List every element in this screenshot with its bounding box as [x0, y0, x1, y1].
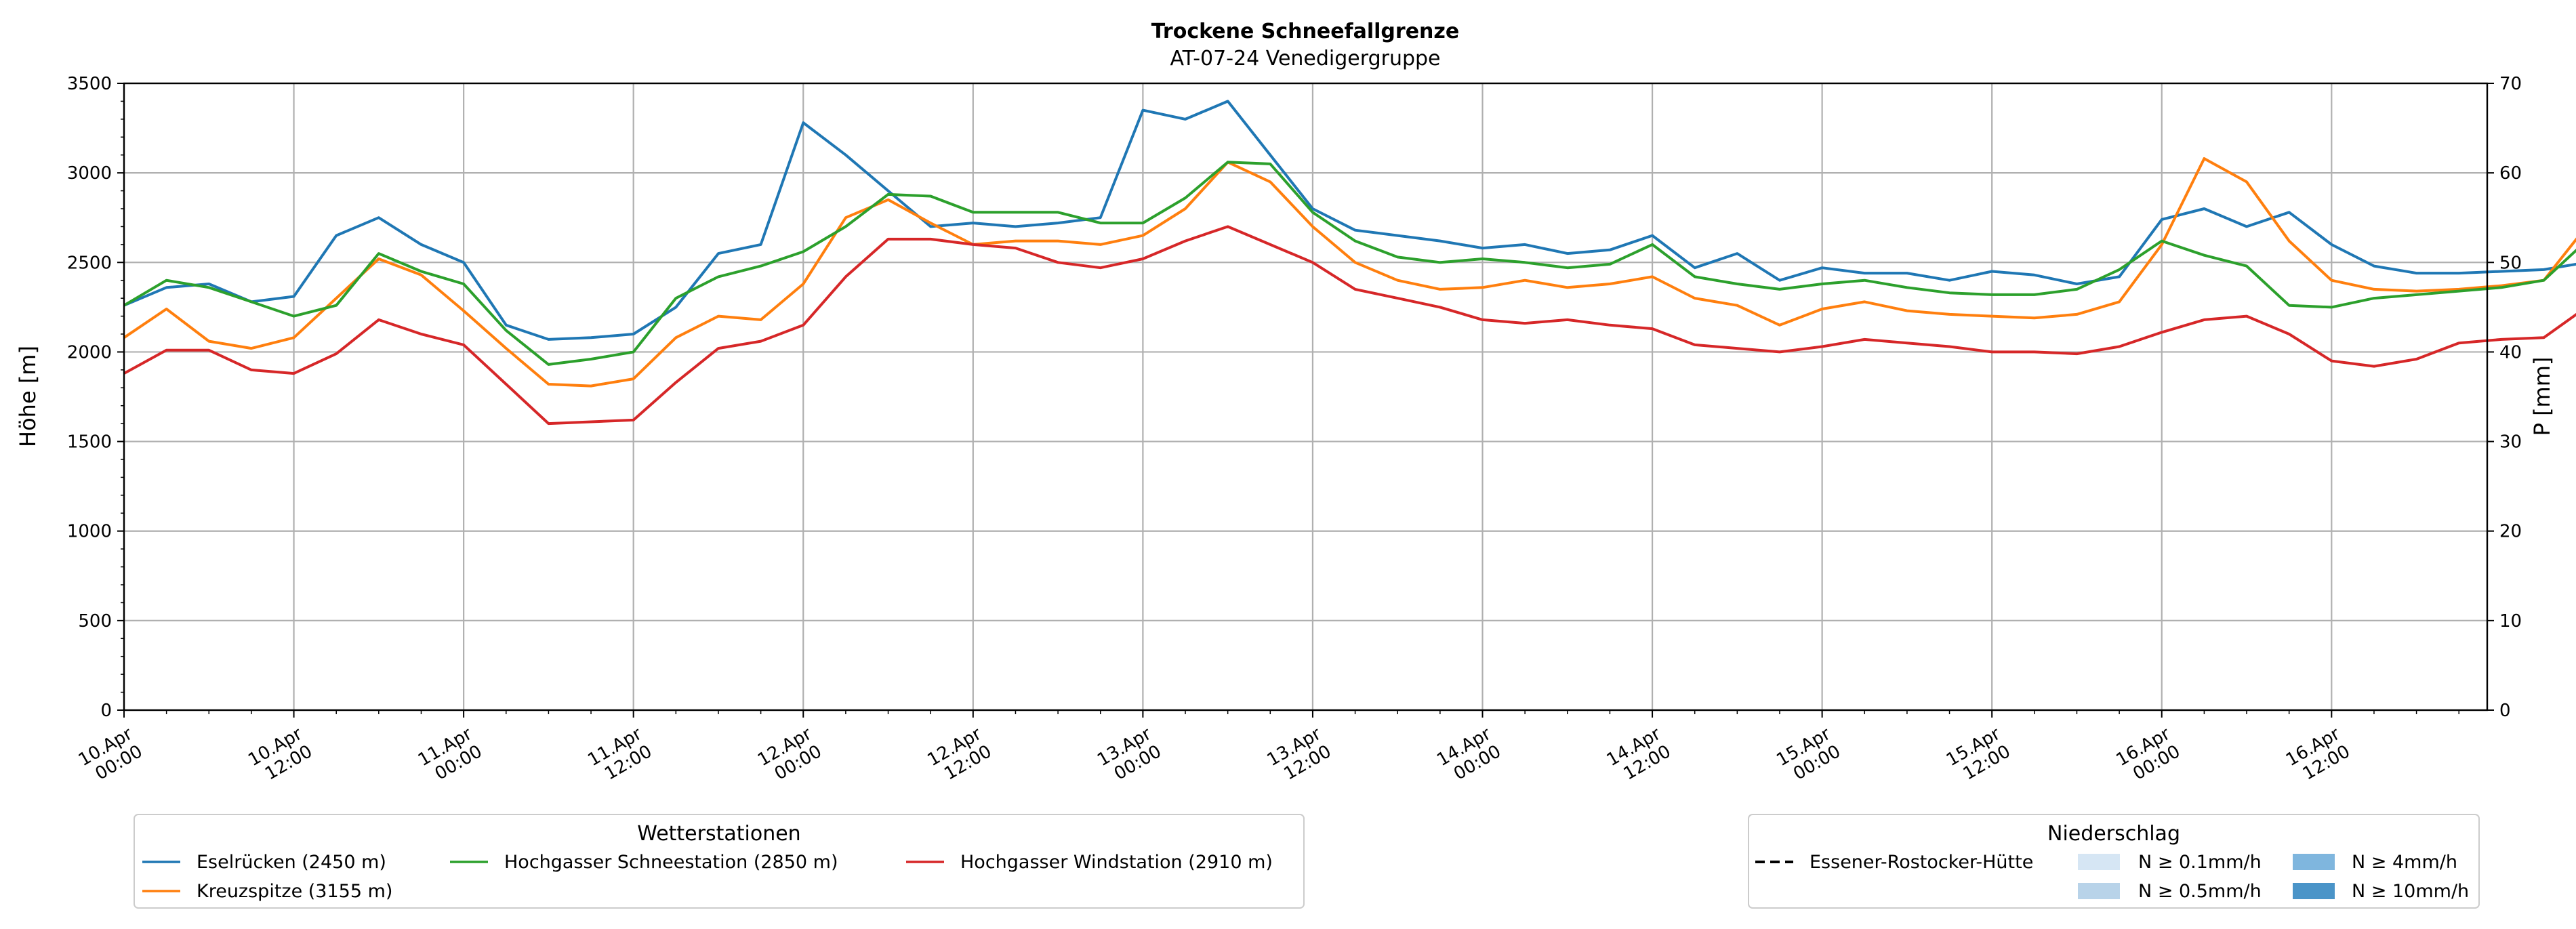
x-tick-label-7: 13.Apr12:00 — [1264, 724, 1335, 788]
legend-precip-swatch-1 — [2078, 883, 2120, 899]
y-tick-label-3: 1500 — [67, 432, 112, 453]
x-tick-label-8: 14.Apr00:00 — [1433, 724, 1505, 788]
legend-precip-label-0: N ≥ 0.1mm/h — [2138, 852, 2262, 873]
y-tick-label-4: 2000 — [67, 342, 112, 363]
y-tick-label-1: 500 — [78, 611, 112, 632]
y2-axis-label: P [mm] — [2529, 357, 2555, 436]
series-line-2 — [123, 161, 2576, 366]
legend-stations: Wetterstationen Eselrücken (2450 m) Kreu… — [134, 814, 1305, 909]
x-tick-label-5: 12.Apr12:00 — [924, 724, 996, 788]
y-tick-label-2: 1000 — [67, 522, 112, 542]
series-lines — [123, 100, 2576, 426]
y2-tick-label-4: 40 — [2499, 342, 2522, 363]
x-tick-label-12: 16.Apr00:00 — [2112, 724, 2184, 788]
plot-frame — [123, 82, 2489, 711]
legend-precip-label-3: N ≥ 10mm/h — [2352, 881, 2469, 902]
legend-precip-title: Niederschlag — [2047, 822, 2180, 846]
y-tick-label-7: 3500 — [67, 74, 112, 94]
y2-tick-label-6: 60 — [2499, 163, 2522, 184]
legend-label-eselruecken: Eselrücken (2450 m) — [197, 852, 386, 873]
legend-precip-swatch-2 — [2293, 854, 2335, 870]
y2-tick-label-7: 70 — [2499, 74, 2522, 94]
x-tick-label-3: 11.Apr12:00 — [584, 724, 655, 788]
y2-tick-label-0: 0 — [2499, 701, 2511, 721]
axis-ticks: 0 500 1000 1500 2000 2500 3000 3500 0 10 20 30 40 50 6… — [67, 74, 2522, 788]
x-tick-label-1: 10.Apr12:00 — [245, 724, 316, 788]
x-tick-label-0: 10.Apr00:00 — [75, 724, 146, 788]
y2-tick-label-1: 10 — [2499, 611, 2522, 632]
y2-tick-label-5: 50 — [2499, 253, 2522, 273]
series-line-1 — [123, 157, 2576, 388]
legend-stations-frame — [134, 814, 1305, 909]
x-tick-label-4: 12.Apr00:00 — [754, 724, 825, 788]
y-axis-label: Höhe [m] — [15, 346, 41, 447]
legend-precip-label-1: N ≥ 0.5mm/h — [2138, 881, 2262, 902]
x-tick-label-11: 15.Apr12:00 — [1943, 724, 2014, 788]
series-line-0 — [123, 100, 2576, 341]
x-tick-label-10: 15.Apr00:00 — [1773, 724, 1844, 788]
x-tick-label-6: 13.Apr00:00 — [1094, 724, 1165, 788]
chart-subtitle: AT-07-24 Venedigergruppe — [1170, 47, 1440, 70]
legend-label-windstation: Hochgasser Windstation (2910 m) — [960, 852, 1273, 873]
y-tick-label-6: 3000 — [67, 163, 112, 184]
legend-precip-label-2: N ≥ 4mm/h — [2352, 852, 2457, 873]
legend-precipitation: Niederschlag Essener-Rostocker-Hütte N ≥… — [1748, 814, 2480, 909]
x-tick-label-13: 16.Apr12:00 — [2283, 724, 2354, 788]
y2-tick-label-3: 30 — [2499, 432, 2522, 453]
y-tick-label-5: 2500 — [67, 253, 112, 273]
legend-precip-swatch-3 — [2293, 883, 2335, 899]
x-tick-label-2: 11.Apr00:00 — [415, 724, 486, 788]
grid-lines — [123, 82, 2487, 711]
legend-precip-station: Essener-Rostocker-Hütte — [1810, 852, 2033, 873]
x-tick-label-9: 14.Apr12:00 — [1603, 724, 1675, 788]
chart-title: Trockene Schneefallgrenze — [1151, 20, 1459, 43]
series-line-3 — [123, 225, 2576, 426]
legend-precip-swatch-0 — [2078, 854, 2120, 870]
y2-tick-label-2: 20 — [2499, 522, 2522, 542]
legend-label-schneestation: Hochgasser Schneestation (2850 m) — [504, 852, 838, 873]
y-tick-label-0: 0 — [100, 701, 112, 721]
legend-stations-title: Wetterstationen — [637, 822, 800, 846]
legend-label-kreuzspitze: Kreuzspitze (3155 m) — [197, 881, 392, 902]
